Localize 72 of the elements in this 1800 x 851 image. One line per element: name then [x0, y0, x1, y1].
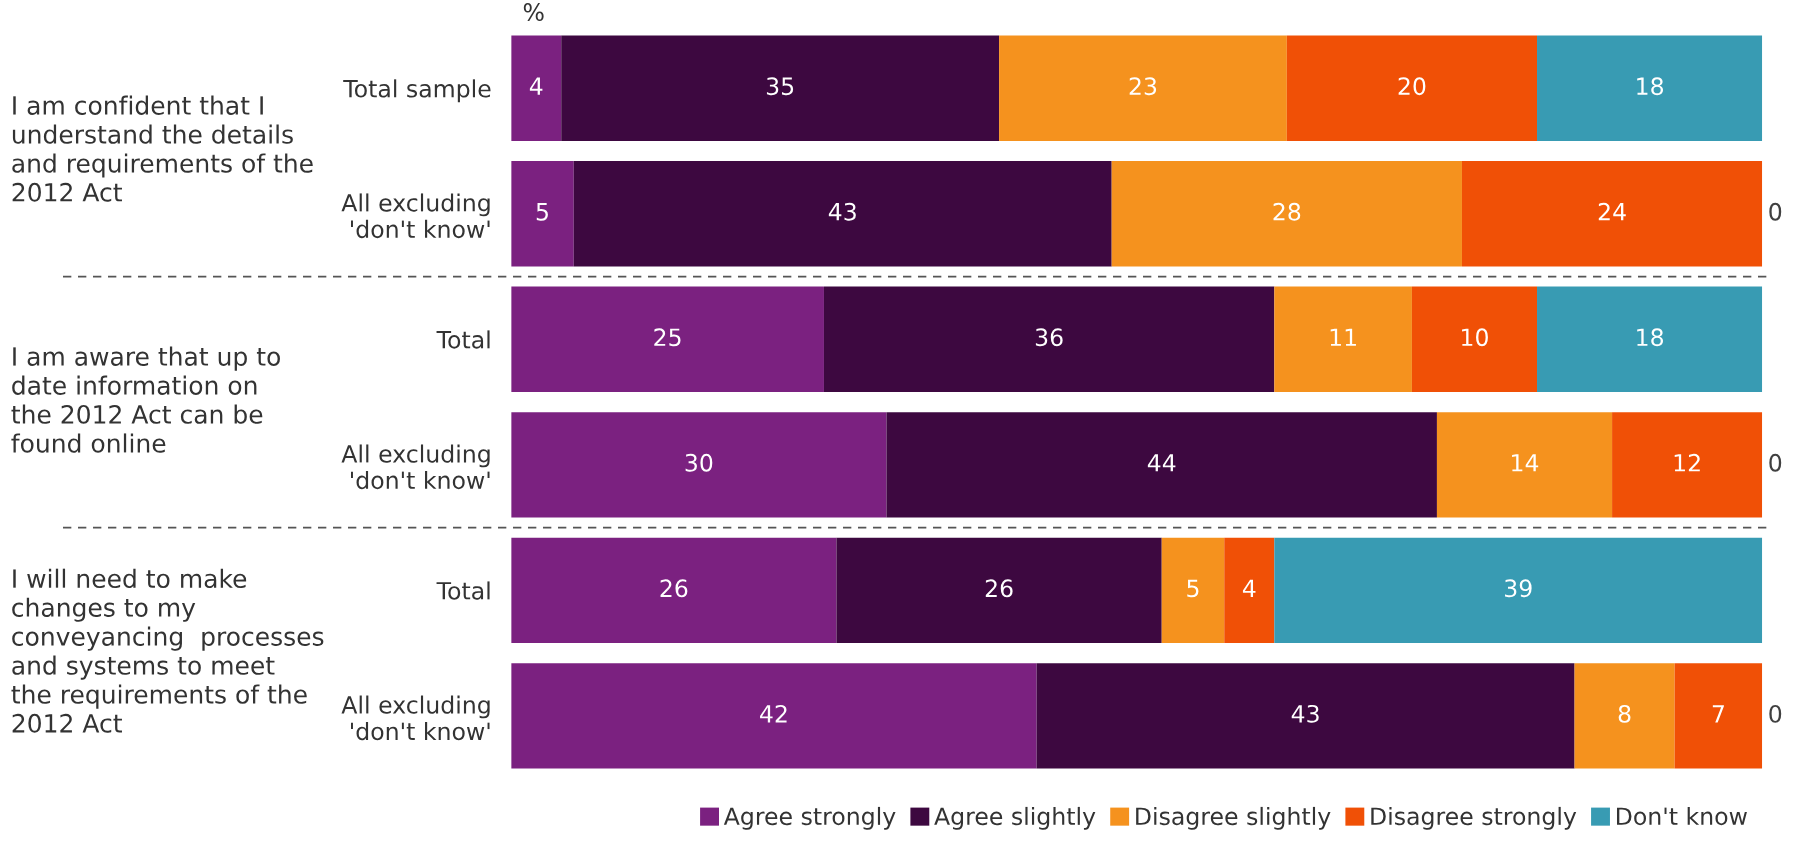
bar: [511, 537, 837, 644]
data-label: 24: [1598, 202, 1626, 221]
data-label: 4: [529, 77, 543, 95]
data-label: 10: [1462, 328, 1488, 347]
legend-label: Agree strongly: [723, 806, 896, 830]
y-tick-label: All excluding 'don't know': [341, 193, 490, 239]
bar: [511, 412, 887, 518]
bar: [1161, 537, 1225, 644]
bar: [1436, 412, 1613, 518]
bar: [823, 286, 1275, 393]
text: I will need to make changes to my conveyancing processes and systems to meet the requirements of the 2012 Act: [11, 568, 324, 733]
data-label: 5: [1187, 579, 1199, 598]
data-label: 0: [1769, 453, 1782, 472]
bar: [886, 412, 1437, 518]
bar: [836, 537, 1162, 644]
legend-label: Don't know: [1617, 806, 1747, 826]
bar: [1036, 663, 1575, 769]
bar: [1224, 537, 1275, 644]
bar: [1537, 35, 1763, 142]
y-tick-label: Total: [436, 581, 490, 600]
data-label: 42: [760, 704, 787, 723]
data-label: 4: [1242, 579, 1256, 597]
data-label: 20: [1398, 77, 1426, 96]
bar: [1537, 286, 1763, 393]
bar: [1674, 663, 1763, 769]
legend-label: Agree slightly: [934, 806, 1096, 830]
y-tick-label: Total sample: [343, 79, 491, 103]
text: %: [523, 3, 544, 21]
data-label: 23: [1129, 77, 1157, 96]
data-label: 11: [1330, 328, 1356, 346]
data-label: 25: [654, 328, 681, 347]
data-label: 43: [1291, 704, 1319, 723]
y-tick-label: Total: [436, 330, 490, 349]
bar: [1274, 286, 1412, 393]
data-label: 35: [766, 77, 794, 96]
data-label: 39: [1505, 579, 1532, 598]
y-tick-label: All excluding 'don't know': [341, 444, 490, 490]
bar: [573, 161, 1112, 267]
bar: [511, 286, 824, 393]
data-label: 7: [1712, 705, 1724, 723]
data-label: 0: [1769, 704, 1782, 723]
data-label: 28: [1273, 202, 1301, 221]
data-label: 8: [1618, 704, 1631, 723]
bar: [511, 663, 1037, 769]
bar: [1286, 35, 1538, 142]
data-label: 5: [536, 203, 548, 221]
bar: [1274, 537, 1763, 644]
bar: [511, 35, 562, 142]
data-label: 26: [660, 579, 688, 598]
data-label: 36: [1035, 328, 1063, 347]
data-label: 44: [1147, 454, 1176, 472]
bar: [1111, 161, 1462, 267]
bar: [561, 35, 1000, 142]
text: I am confident that I understand the details and requirements of the 2012 Act: [12, 95, 313, 202]
bar: [511, 161, 574, 267]
data-label: 18: [1637, 328, 1664, 347]
data-label: 18: [1637, 77, 1664, 96]
data-label: 43: [828, 202, 856, 221]
data-label: 14: [1512, 454, 1539, 472]
bar: [1612, 412, 1763, 518]
text: I am aware that up to date information on the 2012 Act can be found online: [11, 346, 280, 453]
data-label: 12: [1674, 453, 1700, 472]
bar: [1461, 161, 1763, 267]
data-label: 0: [1769, 202, 1782, 221]
legend-label: Disagree slightly: [1136, 806, 1331, 830]
bar: [1411, 286, 1538, 393]
data-label: 30: [685, 453, 713, 472]
bar: [1574, 663, 1675, 769]
legend-label: Disagree strongly: [1371, 806, 1577, 830]
bar: [999, 35, 1287, 142]
y-tick-label: All excluding 'don't know': [341, 695, 490, 741]
data-label: 26: [985, 579, 1013, 598]
